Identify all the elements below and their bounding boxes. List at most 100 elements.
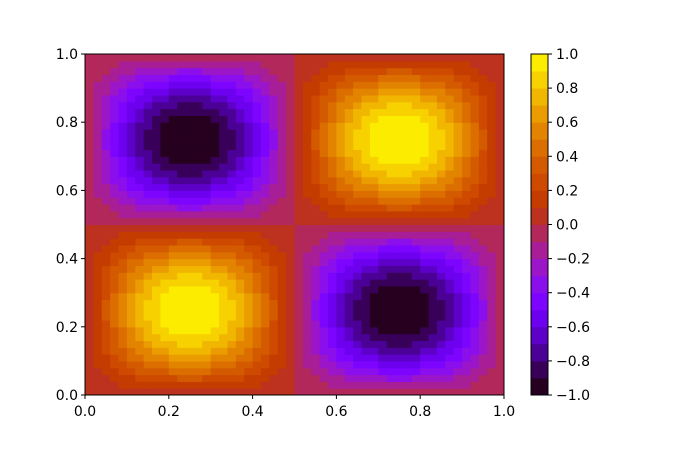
contour-cell xyxy=(85,108,94,116)
contour-cell xyxy=(227,81,237,89)
contour-cell xyxy=(168,190,178,198)
contour-cell xyxy=(336,374,346,382)
contour-cell xyxy=(118,388,128,395)
contour-cell xyxy=(277,176,287,185)
contour-cell xyxy=(260,251,270,260)
contour-cell xyxy=(462,299,472,307)
contour-cell xyxy=(428,340,438,348)
contour-cell xyxy=(227,224,237,232)
contour-cell xyxy=(386,272,396,280)
contour-cell xyxy=(244,190,254,198)
contour-cell xyxy=(110,183,120,191)
contour-cell xyxy=(185,333,195,342)
contour-cell xyxy=(210,354,220,362)
contour-cell xyxy=(118,149,128,157)
contour-cell xyxy=(168,244,178,253)
colorbar-tick-label: −0.8 xyxy=(556,354,590,370)
contour-cell xyxy=(93,129,103,137)
contour-cell xyxy=(353,183,363,191)
contour-cell xyxy=(319,81,329,89)
contour-cell xyxy=(185,374,195,382)
contour-cell xyxy=(378,251,388,260)
contour-cell xyxy=(93,204,103,212)
contour-cell xyxy=(411,374,421,382)
contour-cell xyxy=(126,319,136,328)
contour-cell xyxy=(462,142,472,151)
contour-cell xyxy=(302,60,312,69)
contour-cell xyxy=(336,313,346,321)
contour-cell xyxy=(386,176,396,185)
contour-cell xyxy=(478,381,488,389)
contour-cell xyxy=(328,279,337,287)
contour-cell xyxy=(319,258,329,267)
contour-cell xyxy=(160,115,170,123)
contour-cell xyxy=(118,319,128,328)
contour-cell xyxy=(219,88,229,96)
contour-cell xyxy=(227,149,237,157)
contour-cell xyxy=(395,347,405,355)
contour-cell xyxy=(260,360,270,369)
contour-cell xyxy=(269,238,279,246)
contour-cell xyxy=(185,313,195,321)
contour-cell xyxy=(302,244,312,253)
colorbar-band xyxy=(531,343,548,362)
contour-cell xyxy=(319,244,329,253)
contour-cell xyxy=(487,163,497,171)
contour-cell xyxy=(336,279,346,287)
contour-cell xyxy=(336,333,346,342)
contour-cell xyxy=(294,381,304,389)
contour-cell xyxy=(462,156,472,164)
contour-cell xyxy=(453,347,463,355)
contour-cell xyxy=(101,367,111,376)
contour-cell xyxy=(227,326,237,335)
contour-cell xyxy=(286,176,296,185)
contour-cell xyxy=(403,265,413,273)
contour-cell xyxy=(294,319,304,328)
contour-cell xyxy=(361,190,371,198)
contour-cell xyxy=(369,101,379,110)
contour-cell xyxy=(462,210,472,219)
contour-cell xyxy=(420,81,430,89)
contour-cell xyxy=(311,190,321,198)
contour-cell xyxy=(177,292,187,301)
contour-cell xyxy=(319,54,329,62)
contour-cell xyxy=(470,149,480,157)
contour-cell xyxy=(85,224,94,232)
contour-cell xyxy=(302,258,312,267)
contour-cell xyxy=(202,163,212,171)
contour-cell xyxy=(378,272,388,280)
contour-cell xyxy=(428,367,438,376)
contour-cell xyxy=(436,244,446,253)
contour-cell xyxy=(495,142,504,151)
contour-cell xyxy=(495,122,504,130)
contour-cell xyxy=(311,217,321,226)
contour-cell xyxy=(110,60,120,69)
contour-cell xyxy=(436,122,446,130)
contour-cell xyxy=(453,183,463,191)
contour-cell xyxy=(436,115,446,123)
contour-cell xyxy=(227,74,237,82)
contour-cell xyxy=(495,340,504,348)
contour-cell xyxy=(403,326,413,335)
contour-cell xyxy=(118,204,128,212)
contour-cell xyxy=(286,54,296,62)
contour-cell xyxy=(101,60,111,69)
contour-cell xyxy=(386,231,396,239)
contour-cell xyxy=(85,381,94,389)
contour-cell xyxy=(403,156,413,164)
contour-cell xyxy=(294,340,304,348)
contour-cell xyxy=(411,244,421,253)
contour-cell xyxy=(336,238,346,246)
contour-cell xyxy=(252,142,262,151)
contour-cell xyxy=(160,258,170,267)
contour-cell xyxy=(85,142,94,151)
contour-cell xyxy=(386,204,396,212)
contour-cell xyxy=(286,367,296,376)
contour-cell xyxy=(235,319,245,328)
contour-cell xyxy=(436,381,446,389)
contour-cell xyxy=(143,306,153,314)
contour-cell xyxy=(361,238,371,246)
contour-cell xyxy=(369,388,379,395)
contour-cell xyxy=(369,279,379,287)
contour-cell xyxy=(403,183,413,191)
